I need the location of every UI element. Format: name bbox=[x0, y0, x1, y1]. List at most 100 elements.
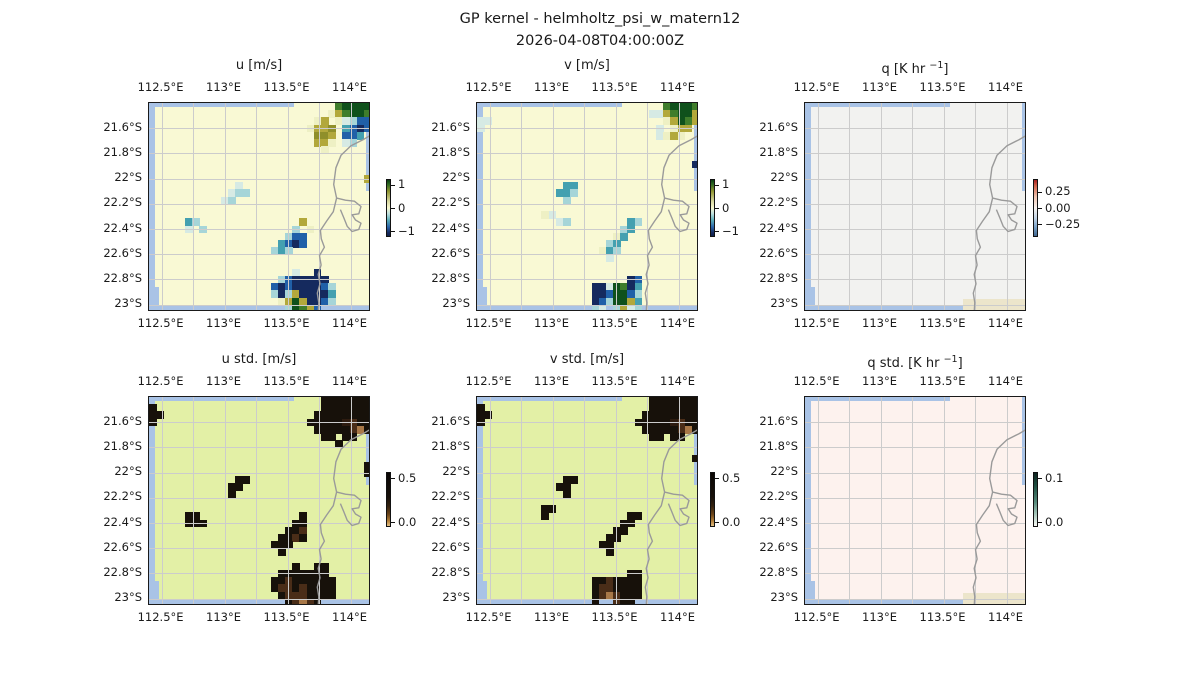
ocean-strip bbox=[149, 287, 159, 310]
data-cell bbox=[663, 131, 671, 140]
data-cell bbox=[605, 548, 614, 557]
data-cell bbox=[320, 139, 329, 147]
colorbar-tick bbox=[391, 231, 395, 233]
gridline-lat bbox=[805, 447, 1025, 449]
data-cell bbox=[313, 283, 322, 291]
data-cell bbox=[363, 425, 369, 434]
colorbar-tick bbox=[715, 208, 719, 210]
colorbar-v_std bbox=[710, 472, 715, 527]
gridline-lat bbox=[477, 523, 697, 524]
data-cell bbox=[605, 290, 614, 299]
data-cell bbox=[320, 584, 329, 593]
ocean-strip bbox=[805, 600, 1025, 604]
lat-tick-label: 22.2°S bbox=[759, 489, 798, 504]
lat-tick-label: 21.6°S bbox=[431, 119, 470, 134]
data-cell bbox=[285, 304, 293, 310]
ocean-strip bbox=[694, 103, 697, 191]
gridline-lat bbox=[477, 153, 697, 155]
data-cell bbox=[328, 591, 336, 600]
gridline-lat bbox=[805, 254, 1025, 256]
data-cell bbox=[641, 411, 650, 420]
data-cell bbox=[320, 397, 329, 405]
lat-tick-label: 22.8°S bbox=[103, 564, 142, 579]
data-cell bbox=[270, 283, 279, 291]
panel-title-v_std: v std. [m/s] bbox=[446, 351, 728, 369]
gridline-lat bbox=[805, 203, 1025, 205]
data-cell bbox=[598, 304, 607, 310]
data-cell bbox=[634, 591, 643, 600]
data-cell bbox=[363, 404, 369, 412]
data-cell bbox=[562, 218, 571, 227]
lat-tick-label: 21.6°S bbox=[759, 413, 798, 428]
gridline-lat bbox=[477, 573, 697, 575]
data-cell bbox=[234, 189, 243, 198]
data-cell bbox=[320, 146, 329, 155]
data-cell bbox=[562, 476, 571, 485]
data-cell bbox=[342, 425, 351, 434]
data-cell bbox=[320, 591, 329, 600]
data-cell bbox=[648, 110, 657, 118]
gridline-lat bbox=[477, 422, 697, 424]
gridline-lat bbox=[149, 573, 369, 575]
panel-title-text: ] bbox=[943, 62, 949, 77]
lon-tick-label-top: 113°E bbox=[206, 374, 241, 388]
data-cell bbox=[356, 110, 365, 118]
colorbar-tick bbox=[1038, 208, 1042, 210]
lon-tick-label-bottom: 113.5°E bbox=[591, 316, 638, 330]
data-cell bbox=[691, 103, 697, 111]
gridline-lat bbox=[149, 229, 369, 230]
gridline-lon bbox=[584, 397, 585, 604]
data-cell bbox=[555, 483, 564, 492]
data-cell bbox=[342, 110, 351, 118]
data-cell bbox=[227, 483, 236, 492]
lon-tick-label-top: 113.5°E bbox=[263, 374, 310, 388]
data-cell bbox=[292, 304, 300, 310]
colorbar-tick-label: 0.0 bbox=[722, 514, 741, 529]
ocean-strip bbox=[149, 581, 159, 604]
gridline-lon bbox=[849, 103, 851, 310]
gridline-lat bbox=[149, 178, 369, 180]
data-cell bbox=[285, 297, 293, 306]
data-cell bbox=[320, 297, 329, 306]
lat-tick-label: 22.6°S bbox=[431, 539, 470, 554]
data-cell bbox=[328, 425, 336, 434]
data-cell bbox=[285, 541, 293, 549]
data-cell bbox=[591, 283, 600, 291]
lat-tick-label: 22°S bbox=[770, 464, 798, 479]
data-cell bbox=[320, 425, 329, 434]
data-cell bbox=[349, 117, 358, 126]
data-cell bbox=[306, 598, 315, 604]
data-cell bbox=[313, 591, 322, 600]
lon-tick-label-top: 113°E bbox=[862, 80, 897, 94]
data-cell bbox=[306, 584, 315, 593]
data-cell bbox=[691, 110, 697, 118]
data-cell bbox=[634, 283, 643, 291]
colorbar-tick-label: 0 bbox=[722, 200, 730, 215]
data-cell bbox=[292, 297, 300, 306]
gridline-lon bbox=[817, 103, 819, 310]
data-cell bbox=[277, 290, 286, 299]
data-cell bbox=[663, 117, 671, 126]
coastline-u_std bbox=[316, 429, 369, 604]
data-cell bbox=[349, 397, 358, 405]
data-cell bbox=[220, 196, 229, 205]
gridline-lon bbox=[161, 103, 163, 310]
map-q bbox=[804, 102, 1026, 311]
data-cell bbox=[320, 117, 329, 126]
gridline-lon bbox=[943, 103, 945, 310]
data-cell bbox=[620, 584, 628, 593]
data-cell bbox=[677, 404, 686, 412]
lon-tick-label-bottom: 113°E bbox=[534, 316, 569, 330]
data-cell bbox=[677, 411, 686, 420]
lat-tick-label: 22.4°S bbox=[431, 514, 470, 529]
data-cell bbox=[477, 411, 485, 420]
gridline-lat bbox=[805, 178, 1025, 180]
ocean-strip bbox=[477, 600, 697, 604]
gridline-lat bbox=[477, 497, 697, 499]
data-cell bbox=[570, 476, 578, 485]
colorbar-u_std bbox=[386, 472, 391, 527]
data-cell bbox=[605, 297, 614, 306]
coastline-u bbox=[316, 135, 369, 310]
gridline-lon bbox=[521, 103, 523, 310]
data-cell bbox=[541, 505, 550, 513]
